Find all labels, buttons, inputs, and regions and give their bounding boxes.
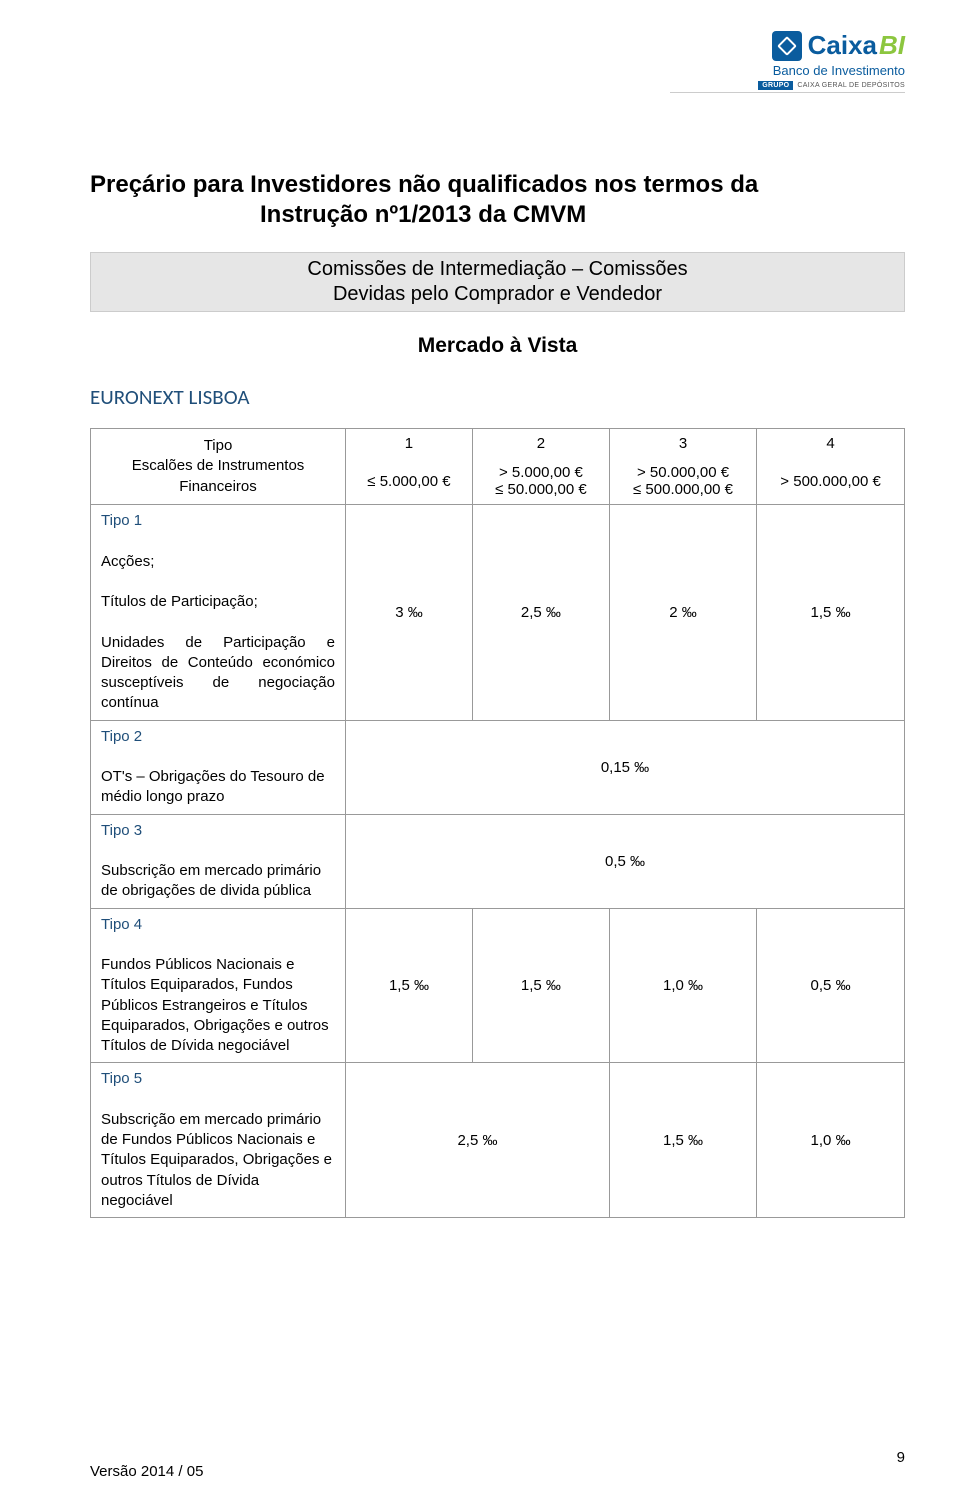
col3-range-l1: > 50.000,00 € [637, 464, 729, 481]
table-header-row: Tipo Escalões de Instrumentos Financeiro… [91, 429, 905, 459]
col-2-range: > 5.000,00 € ≤ 50.000,00 € [472, 458, 609, 505]
header-logo: CaixaBI Banco de Investimento GRUPO CAIX… [670, 30, 905, 93]
table-row: Tipo 1 Acções; Títulos de Participação; … [91, 505, 905, 721]
page-content: Preçário para Investidores não qualifica… [90, 170, 905, 1218]
tipo3-cell: Tipo 3 Subscrição em mercado primário de… [91, 814, 346, 908]
col-2-num: 2 [472, 429, 609, 459]
tipo3-val: 0,5 ‰ [346, 814, 905, 908]
table-row: Tipo 3 Subscrição em mercado primário de… [91, 814, 905, 908]
header-tipo-label: Tipo Escalões de Instrumentos Financeiro… [91, 429, 346, 505]
pricing-table: Tipo Escalões de Instrumentos Financeiro… [90, 428, 905, 1218]
logo-divider [670, 92, 905, 93]
page-footer: Versão 2014 / 05 9 [90, 1463, 905, 1480]
footer-page-number: 9 [897, 1449, 905, 1466]
col-4-num: 4 [757, 429, 905, 459]
banner-line-2: Devidas pelo Comprador e Vendedor [99, 282, 896, 307]
tipo3-label: Tipo 3 [101, 822, 142, 839]
tipo1-desc-l2: Títulos de Participação; [101, 593, 258, 610]
col-3-range: > 50.000,00 € ≤ 500.000,00 € [609, 458, 756, 505]
col-1-num: 1 [346, 429, 473, 459]
tipo1-val-1: 3 ‰ [346, 505, 473, 721]
grupo-text: CAIXA GERAL DE DEPÓSITOS [797, 82, 905, 89]
tipo5-label: Tipo 5 [101, 1070, 142, 1087]
logo-mark-icon [772, 31, 802, 61]
document-title: Preçário para Investidores não qualifica… [90, 170, 905, 230]
logo-grupo: GRUPO CAIXA GERAL DE DEPÓSITOS [670, 81, 905, 90]
tipo1-label: Tipo 1 [101, 512, 142, 529]
tipo4-cell: Tipo 4 Fundos Públicos Nacionais e Títul… [91, 908, 346, 1063]
tipo2-label: Tipo 2 [101, 728, 142, 745]
header-tipo-l1: Tipo [204, 437, 233, 454]
section-banner: Comissões de Intermediação – Comissões D… [90, 252, 905, 312]
tipo5-desc: Subscrição em mercado primário de Fundos… [101, 1111, 332, 1209]
grupo-badge: GRUPO [758, 81, 793, 90]
tipo5-val-12: 2,5 ‰ [346, 1063, 610, 1218]
title-line-1: Preçário para Investidores não qualifica… [90, 171, 758, 198]
tipo4-val-1: 1,5 ‰ [346, 908, 473, 1063]
title-line-2: Instrução nº1/2013 da CMVM [90, 200, 905, 230]
header-tipo-l2: Escalões de Instrumentos [132, 457, 305, 474]
table-row: Tipo 2 OT's – Obrigações do Tesouro de m… [91, 720, 905, 814]
tipo2-val: 0,15 ‰ [346, 720, 905, 814]
exchange-title: EURONEXT LISBOA [90, 384, 905, 410]
tipo2-desc: OT's – Obrigações do Tesouro de médio lo… [101, 768, 325, 805]
logo-brand-left: Caixa [808, 30, 877, 61]
header-tipo-l3: Financeiros [179, 478, 257, 495]
col-4-range: > 500.000,00 € [757, 458, 905, 505]
logo-main: CaixaBI [670, 30, 905, 61]
tipo5-cell: Tipo 5 Subscrição em mercado primário de… [91, 1063, 346, 1218]
tipo4-desc: Fundos Públicos Nacionais e Títulos Equi… [101, 956, 329, 1054]
subheading-mercado: Mercado à Vista [90, 334, 905, 358]
tipo4-label: Tipo 4 [101, 916, 142, 933]
tipo3-desc: Subscrição em mercado primário de obriga… [101, 862, 321, 899]
tipo4-val-2: 1,5 ‰ [472, 908, 609, 1063]
tipo1-val-3: 2 ‰ [609, 505, 756, 721]
tipo1-val-2: 2,5 ‰ [472, 505, 609, 721]
tipo5-val-4: 1,0 ‰ [757, 1063, 905, 1218]
tipo5-val-3: 1,5 ‰ [609, 1063, 756, 1218]
col-1-range: ≤ 5.000,00 € [346, 458, 473, 505]
tipo1-desc-l1: Acções; [101, 553, 154, 570]
col-3-num: 3 [609, 429, 756, 459]
tipo1-val-4: 1,5 ‰ [757, 505, 905, 721]
table-row: Tipo 4 Fundos Públicos Nacionais e Títul… [91, 908, 905, 1063]
col2-range-l1: > 5.000,00 € [499, 464, 583, 481]
logo-brand-right: BI [879, 30, 905, 61]
tipo4-val-3: 1,0 ‰ [609, 908, 756, 1063]
banner-line-1: Comissões de Intermediação – Comissões [99, 257, 896, 282]
footer-version: Versão 2014 / 05 [90, 1463, 203, 1480]
logo-subtitle: Banco de Investimento [670, 63, 905, 78]
table-row: Tipo 5 Subscrição em mercado primário de… [91, 1063, 905, 1218]
tipo2-cell: Tipo 2 OT's – Obrigações do Tesouro de m… [91, 720, 346, 814]
col3-range-l2: ≤ 500.000,00 € [633, 481, 733, 498]
tipo1-desc-l3: Unidades de Participação e Direitos de C… [101, 633, 335, 714]
tipo4-val-4: 0,5 ‰ [757, 908, 905, 1063]
tipo1-cell: Tipo 1 Acções; Títulos de Participação; … [91, 505, 346, 721]
col2-range-l2: ≤ 50.000,00 € [495, 481, 587, 498]
